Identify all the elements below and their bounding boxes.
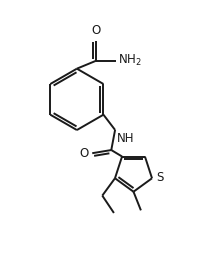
Text: NH: NH bbox=[117, 132, 134, 145]
Text: O: O bbox=[80, 147, 89, 160]
Text: NH$_2$: NH$_2$ bbox=[118, 53, 142, 68]
Text: O: O bbox=[92, 24, 101, 37]
Text: S: S bbox=[156, 171, 163, 184]
